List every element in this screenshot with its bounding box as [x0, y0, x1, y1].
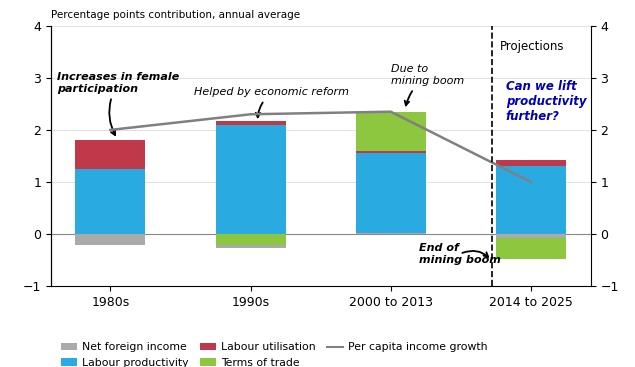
- Text: End of
mining boom: End of mining boom: [419, 243, 500, 265]
- Text: Due to
mining boom: Due to mining boom: [391, 64, 464, 105]
- Bar: [215, 121, 286, 125]
- Bar: [496, 160, 566, 166]
- Bar: [356, 112, 426, 151]
- Bar: [496, 166, 566, 234]
- Bar: [215, 125, 286, 234]
- Text: Percentage points contribution, annual average: Percentage points contribution, annual a…: [51, 11, 300, 21]
- Bar: [356, 151, 426, 153]
- Bar: [496, 234, 566, 238]
- Text: Can we lift
productivity
further?: Can we lift productivity further?: [505, 80, 586, 123]
- Bar: [76, 169, 145, 234]
- Bar: [215, 234, 286, 248]
- Bar: [496, 234, 566, 259]
- Bar: [76, 234, 145, 244]
- Text: Increases in female
participation: Increases in female participation: [57, 72, 179, 135]
- Text: Projections: Projections: [500, 40, 565, 53]
- Bar: [215, 244, 286, 248]
- Bar: [356, 233, 426, 234]
- Bar: [356, 153, 426, 234]
- Bar: [76, 140, 145, 169]
- Legend: Net foreign income, Labour productivity, Labour utilisation, Terms of trade, Per: Net foreign income, Labour productivity,…: [57, 338, 492, 367]
- Text: Helped by economic reform: Helped by economic reform: [194, 87, 349, 117]
